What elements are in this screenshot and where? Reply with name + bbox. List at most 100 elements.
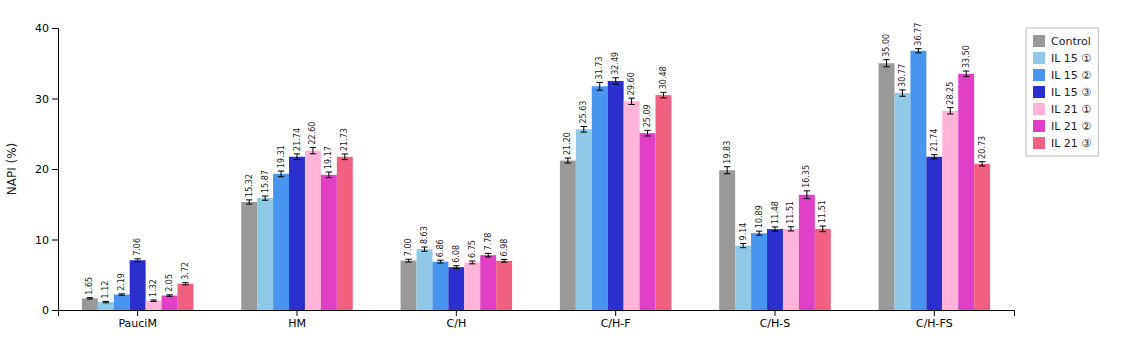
error-bar: [150, 300, 156, 301]
x-tick: HM: [288, 310, 306, 330]
error-bar-stem: [567, 158, 568, 163]
data-label: 1.32: [149, 279, 158, 297]
error-bar-cap: [278, 176, 284, 177]
error-bar-cap: [597, 90, 603, 91]
legend-swatch: [1033, 103, 1045, 115]
series-bars: [114, 49, 927, 310]
x-axis: PauciMHMC/HC/H-FC/H-SC/H-FS: [59, 310, 1015, 330]
data-label: 2.05: [165, 274, 174, 292]
error-bar: [660, 92, 666, 98]
error-bar-stem: [344, 154, 345, 160]
error-bar-cap: [660, 92, 666, 93]
bar: [799, 195, 815, 310]
bar: [767, 229, 783, 310]
data-label: 21.74: [293, 128, 302, 151]
error-bar-stem: [902, 90, 903, 96]
error-bar: [804, 191, 810, 199]
error-bar: [565, 158, 571, 163]
data-label: 19.83: [723, 141, 732, 164]
error-bar-cap: [150, 299, 156, 300]
data-label: 29.60: [627, 72, 636, 95]
error-bar-cap: [883, 66, 889, 67]
error-bar-cap: [469, 261, 475, 262]
error-bar-stem: [934, 155, 935, 159]
error-bar-cap: [310, 153, 316, 154]
error-bar: [501, 259, 507, 262]
error-bar: [182, 283, 188, 285]
x-tick-mark: [775, 310, 776, 316]
error-bar-cap: [342, 159, 348, 160]
bar: [432, 262, 448, 310]
x-tick-mark: [615, 310, 616, 316]
error-bar-cap: [931, 154, 937, 155]
x-tick-label: HM: [288, 317, 306, 330]
error-bar: [453, 266, 459, 269]
error-bar: [756, 231, 762, 235]
bar: [321, 175, 337, 310]
error-bar-cap: [788, 230, 794, 231]
bar: [464, 262, 480, 310]
error-bar-cap: [87, 297, 93, 298]
error-bar: [134, 259, 140, 262]
error-bar-cap: [581, 132, 587, 133]
error-bar-cap: [119, 295, 125, 296]
y-tick: 20: [35, 163, 58, 176]
error-bar-cap: [150, 301, 156, 302]
error-bar-cap: [262, 200, 268, 201]
bar: [480, 255, 496, 310]
error-bar: [883, 60, 889, 67]
bar: [417, 249, 433, 310]
error-bar: [342, 154, 348, 160]
error-bar-cap: [103, 302, 109, 303]
bar: [305, 151, 321, 310]
error-bar-cap: [437, 263, 443, 264]
error-bar-cap: [262, 196, 268, 197]
error-bar: [597, 82, 603, 90]
x-tick-mark: [137, 310, 138, 316]
x-tick: C/H-S: [760, 310, 791, 330]
series-bars: [130, 78, 943, 310]
bar: [576, 129, 592, 310]
error-bar-cap: [134, 258, 140, 259]
data-label: 28.25: [946, 82, 955, 105]
bar: [162, 296, 178, 310]
error-bar: [899, 90, 905, 96]
error-bar: [724, 167, 730, 174]
error-bar: [931, 155, 937, 159]
error-bar: [788, 227, 794, 231]
x-tick-label: C/H-FS: [916, 317, 953, 330]
error-bar-cap: [820, 231, 826, 232]
bar: [926, 157, 942, 310]
legend-label: IL 21 ①: [1051, 103, 1091, 116]
x-axis-line: [59, 311, 1015, 317]
bar: [958, 74, 974, 310]
y-tick-label: 30: [35, 93, 49, 106]
error-bar-cap: [421, 247, 427, 248]
y-tick-mark: [52, 169, 58, 170]
data-label: 32.49: [611, 52, 620, 75]
bar: [496, 261, 512, 310]
bar: [751, 233, 767, 310]
legend-swatch: [1033, 69, 1045, 81]
data-label: 7.00: [404, 238, 413, 256]
error-bar-cap: [453, 265, 459, 266]
error-bar: [628, 98, 634, 104]
error-bar-cap: [405, 259, 411, 260]
error-bar-cap: [501, 262, 507, 263]
data-label: 6.98: [500, 239, 509, 257]
data-label: 30.77: [898, 64, 907, 87]
data-label: 15.32: [245, 174, 254, 197]
legend-item: IL 15 ②: [1033, 69, 1091, 82]
error-bar-cap: [437, 260, 443, 261]
data-label: 6.75: [468, 240, 477, 258]
error-bar-cap: [947, 114, 953, 115]
error-bar-cap: [485, 256, 491, 257]
error-bar-cap: [788, 226, 794, 227]
error-bar-cap: [644, 135, 650, 136]
error-bar: [262, 196, 268, 200]
error-bar: [294, 154, 300, 160]
series-bars: [146, 98, 959, 310]
error-bar-stem: [918, 49, 919, 53]
series-bars: [98, 90, 911, 310]
legend-label: IL 21 ③: [1051, 137, 1091, 150]
